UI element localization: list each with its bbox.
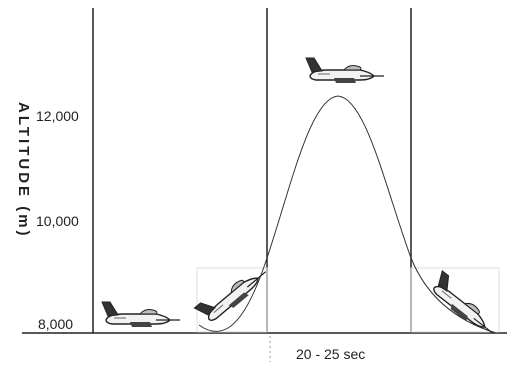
- airplane-inverted-top-icon: [305, 57, 385, 84]
- y-tick-8000: 8,000: [38, 316, 74, 332]
- y-tick-12000: 12,000: [36, 108, 79, 124]
- pullup-inset-frame: [196, 267, 268, 333]
- pullout-inset-frame: [410, 267, 500, 333]
- x-interval-label: 20 - 25 sec: [296, 346, 366, 362]
- y-axis-label: ALTITUDE (m): [15, 102, 32, 239]
- trajectory-curve: [198, 95, 497, 334]
- airplane-diving-icon: [426, 270, 505, 340]
- y-tick-10000: 10,000: [36, 213, 79, 229]
- airplane-level-icon: [101, 301, 181, 328]
